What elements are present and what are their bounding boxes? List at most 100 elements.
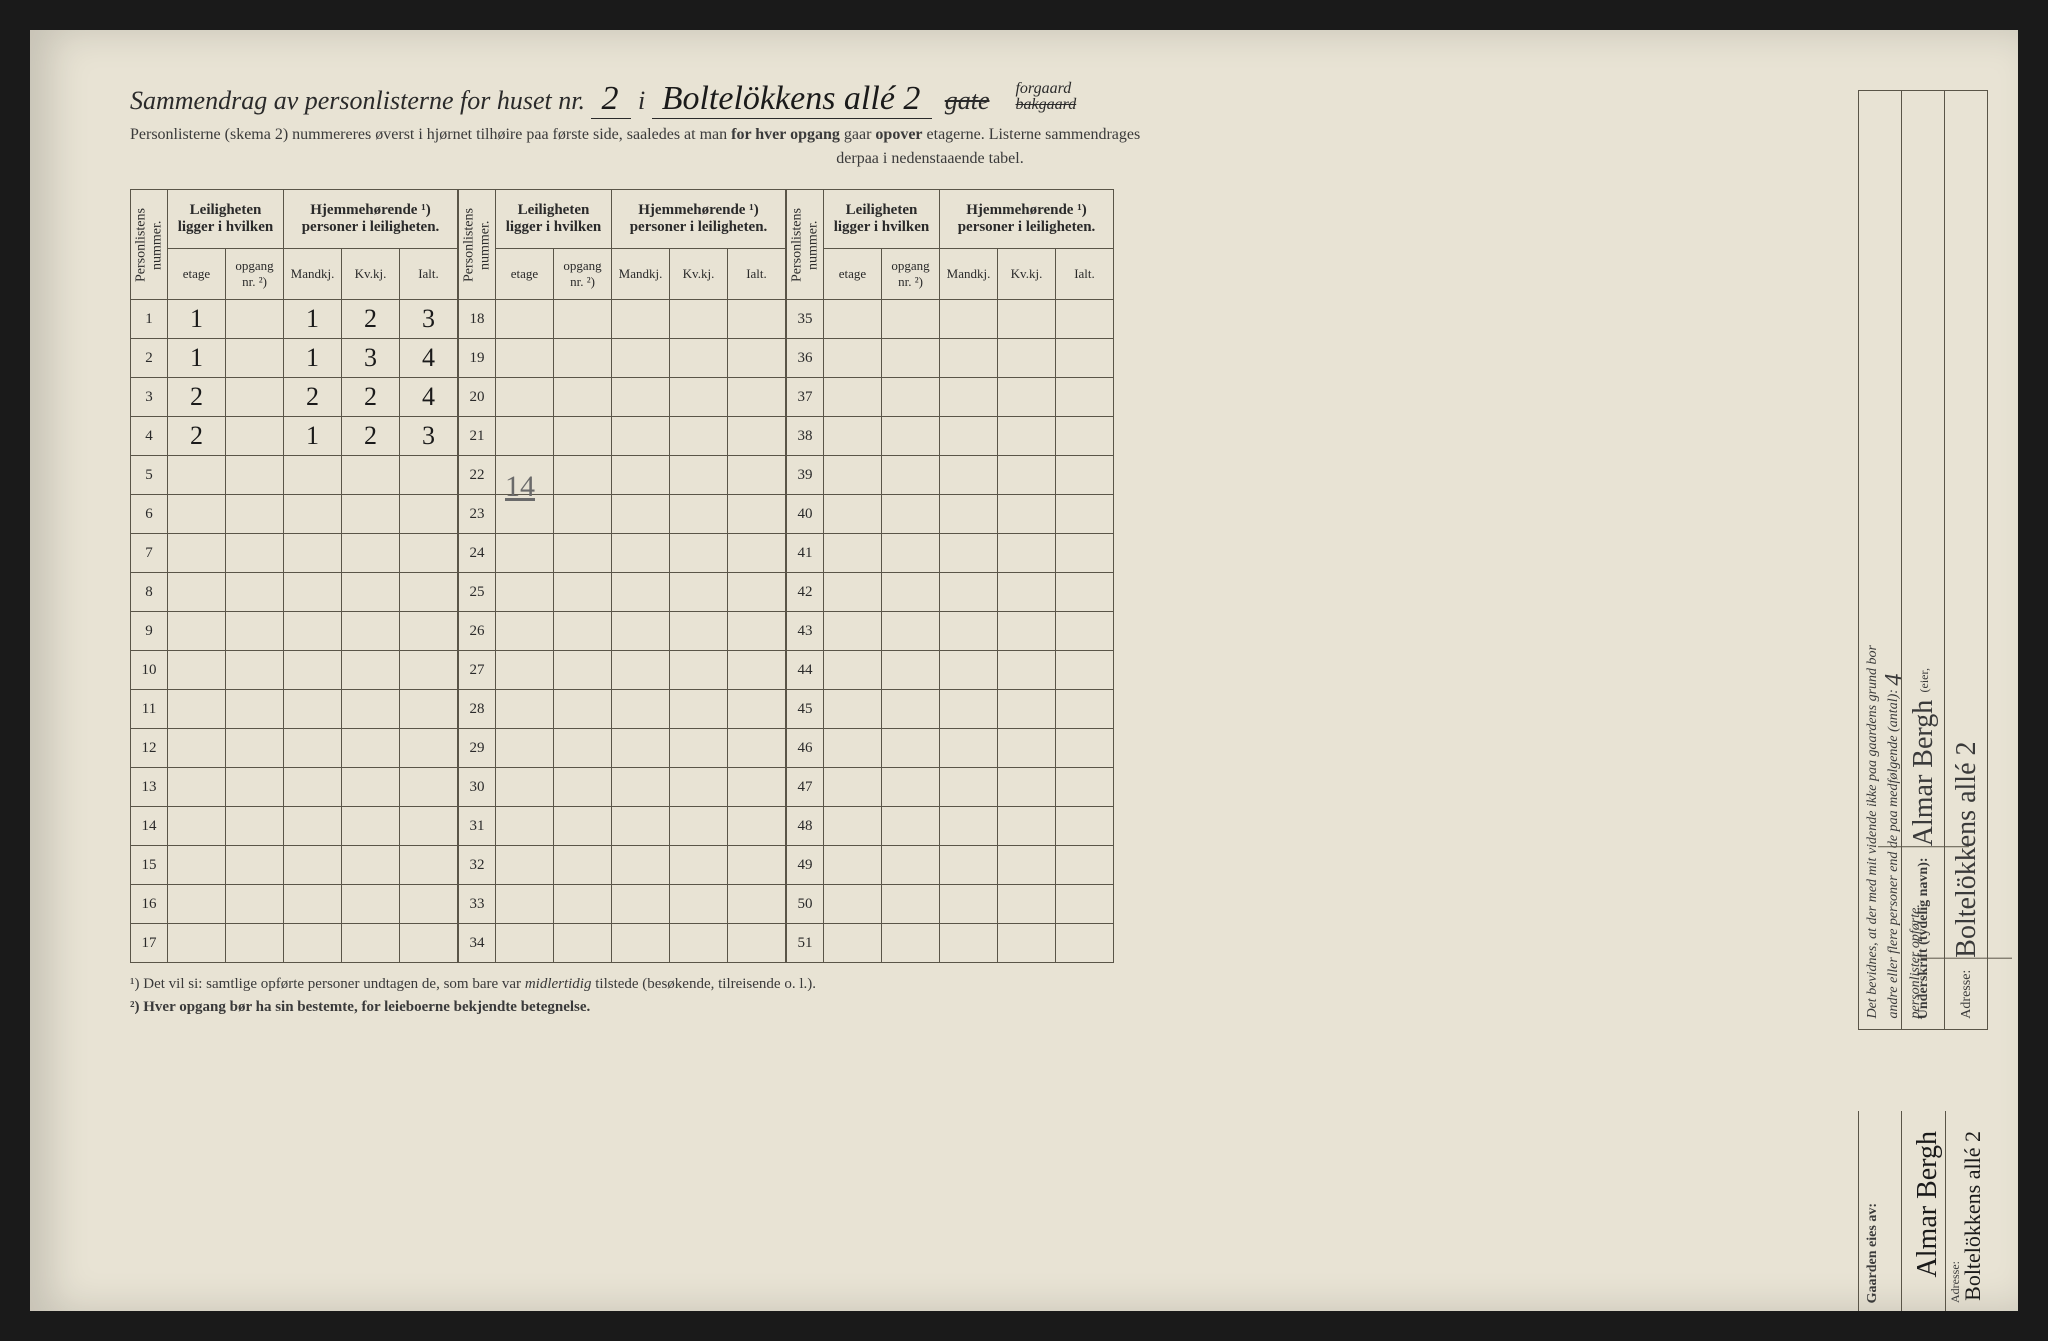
owner-col-adresse: Adresse: Boltelökkens allé 2 — [1946, 1111, 1988, 1311]
cell-mandkj — [940, 417, 998, 456]
row-number: 46 — [787, 729, 824, 768]
row-number: 8 — [131, 573, 168, 612]
cell-opgang — [882, 651, 940, 690]
census-table-block2: Personlistens nummer. Leiligheten ligger… — [458, 189, 786, 963]
footnote-1: ¹) Det vil si: samtlige opførte personer… — [130, 973, 1730, 996]
cell-mandkj: 1 — [284, 300, 342, 339]
cell-ialt — [400, 729, 458, 768]
row-number: 40 — [787, 495, 824, 534]
cell-opgang — [882, 924, 940, 963]
cell-kvkj — [670, 768, 728, 807]
table-row: 16 — [131, 885, 458, 924]
table-row: 15 — [131, 846, 458, 885]
row-number: 21 — [459, 417, 496, 456]
table-row: 50 — [787, 885, 1114, 924]
table-row: 21 — [459, 417, 786, 456]
cell-ialt — [400, 573, 458, 612]
table-row: 27 — [459, 651, 786, 690]
row-number: 32 — [459, 846, 496, 885]
cell-ialt — [728, 651, 786, 690]
cell-mandkj — [940, 807, 998, 846]
cell-etage — [496, 807, 554, 846]
cell-mandkj — [284, 768, 342, 807]
table-row: 14 — [131, 807, 458, 846]
cell-opgang — [554, 924, 612, 963]
cell-mandkj — [284, 729, 342, 768]
row-number: 37 — [787, 378, 824, 417]
cell-ialt — [400, 495, 458, 534]
table-row: 24 — [459, 534, 786, 573]
cell-etage — [168, 651, 226, 690]
cell-ialt — [1056, 729, 1114, 768]
cell-opgang — [554, 300, 612, 339]
row-number: 47 — [787, 768, 824, 807]
cell-mandkj — [284, 612, 342, 651]
th-kvkj: Kv.kj. — [998, 248, 1056, 299]
table-row: 11 — [131, 690, 458, 729]
cell-mandkj — [284, 690, 342, 729]
cell-kvkj — [998, 651, 1056, 690]
cell-etage — [824, 378, 882, 417]
cell-mandkj — [612, 846, 670, 885]
cell-kvkj — [998, 729, 1056, 768]
th-opgang: opgang nr. ²) — [882, 248, 940, 299]
footnote1-post: tilstede (besøkende, tilreisende o. l.). — [591, 976, 816, 992]
cell-kvkj — [670, 339, 728, 378]
subtitle-part1: Personlisterne (skema 2) nummereres øver… — [130, 126, 727, 143]
cell-kvkj — [998, 885, 1056, 924]
cell-etage — [496, 885, 554, 924]
th-ialt: Ialt. — [1056, 248, 1114, 299]
cell-etage — [824, 768, 882, 807]
row-number: 43 — [787, 612, 824, 651]
cell-mandkj — [940, 300, 998, 339]
row-number: 1 — [131, 300, 168, 339]
table-row: 42 — [787, 573, 1114, 612]
cell-mandkj: 1 — [284, 417, 342, 456]
cell-ialt — [728, 846, 786, 885]
cell-opgang — [554, 456, 612, 495]
cell-etage — [168, 456, 226, 495]
cell-etage — [824, 417, 882, 456]
row-number: 42 — [787, 573, 824, 612]
gaarden-label: Gaarden eies av: — [1865, 1203, 1880, 1303]
cell-etage — [496, 339, 554, 378]
subtitle-bold2: opover — [875, 126, 922, 143]
cell-ialt — [1056, 885, 1114, 924]
cell-ialt — [1056, 651, 1114, 690]
cell-opgang — [226, 339, 284, 378]
cell-kvkj — [342, 690, 400, 729]
cell-etage — [496, 573, 554, 612]
cell-kvkj — [670, 378, 728, 417]
th-kvkj: Kv.kj. — [342, 248, 400, 299]
title-row: Sammendrag av personlisterne for huset n… — [130, 80, 1730, 119]
cell-ialt — [728, 573, 786, 612]
cell-ialt — [1056, 573, 1114, 612]
cell-mandkj — [940, 456, 998, 495]
cell-etage — [824, 456, 882, 495]
row-number: 26 — [459, 612, 496, 651]
th-etage: etage — [824, 248, 882, 299]
cell-opgang — [554, 612, 612, 651]
pencil-total-14: 14 — [505, 470, 535, 504]
cell-kvkj — [998, 339, 1056, 378]
cell-kvkj — [670, 924, 728, 963]
cell-kvkj — [998, 300, 1056, 339]
cell-opgang — [882, 573, 940, 612]
form-sheet: Sammendrag av personlisterne for huset n… — [130, 80, 1730, 1260]
cell-mandkj — [940, 690, 998, 729]
cell-etage — [496, 612, 554, 651]
row-number: 3 — [131, 378, 168, 417]
cell-etage — [496, 690, 554, 729]
right-col-bevidnes: Det bevidnes, at der med mit vidende ikk… — [1859, 91, 1901, 1029]
cell-etage — [496, 417, 554, 456]
cell-mandkj — [612, 768, 670, 807]
table-row: 47 — [787, 768, 1114, 807]
th-hjemme: Hjemmehørende ¹) personer i leiligheten. — [284, 190, 458, 249]
subtitle: Personlisterne (skema 2) nummereres øver… — [130, 123, 1730, 171]
row-number: 41 — [787, 534, 824, 573]
cell-ialt: 3 — [400, 300, 458, 339]
footnote1-italic: midlertidig — [525, 976, 592, 992]
cell-opgang — [226, 768, 284, 807]
th-leiligheten: Leiligheten ligger i hvilken — [168, 190, 284, 249]
cell-etage: 1 — [168, 300, 226, 339]
